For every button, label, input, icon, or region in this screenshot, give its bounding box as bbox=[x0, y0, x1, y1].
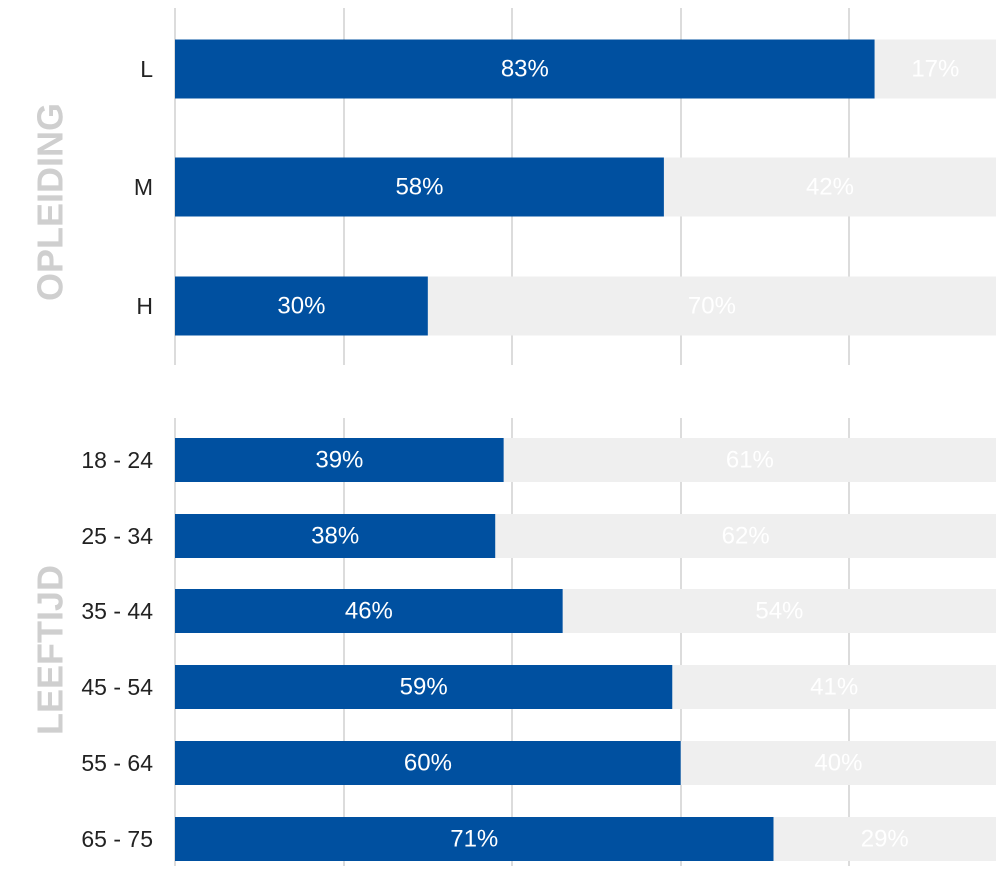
bar-remainder-label: 42% bbox=[806, 174, 854, 201]
bar-primary-label: 59% bbox=[400, 674, 448, 701]
category-label: 18 - 24 bbox=[81, 447, 153, 473]
category-label: M bbox=[134, 174, 153, 200]
bar-primary-label: 46% bbox=[345, 598, 393, 625]
chart-group-1: LEEFTIJD 18 - 24 39% 61% 25 - 34 38% 62% 35 - 4… bbox=[30, 418, 996, 866]
bar-primary-label: 71% bbox=[450, 826, 498, 853]
bar-remainder-label: 54% bbox=[755, 598, 803, 625]
category-label: 65 - 75 bbox=[81, 826, 153, 852]
bar-remainder-label: 29% bbox=[861, 826, 909, 853]
category-label: 45 - 54 bbox=[81, 674, 153, 700]
chart-group-0: OPLEIDING L 83% 17% M 58% 42% H 30% 70% bbox=[30, 8, 996, 365]
category-label: 35 - 44 bbox=[81, 598, 153, 624]
group-title: OPLEIDING bbox=[30, 103, 71, 301]
category-label: 25 - 34 bbox=[81, 523, 153, 549]
bar-primary-label: 30% bbox=[277, 293, 325, 320]
bar-primary-label: 58% bbox=[395, 174, 443, 201]
bar-primary-label: 38% bbox=[311, 523, 359, 550]
bar-remainder-label: 41% bbox=[810, 674, 858, 701]
category-label: L bbox=[140, 56, 153, 82]
bar-remainder-label: 62% bbox=[722, 523, 770, 550]
group-title: LEEFTIJD bbox=[30, 565, 71, 735]
bar-remainder-label: 40% bbox=[814, 750, 862, 777]
bar-remainder-label: 61% bbox=[726, 447, 774, 474]
bar-remainder-label: 17% bbox=[911, 56, 959, 83]
bar-primary-label: 60% bbox=[404, 750, 452, 777]
category-label: 55 - 64 bbox=[81, 750, 153, 776]
bar-remainder-label: 70% bbox=[688, 293, 736, 320]
bar-primary-label: 83% bbox=[501, 56, 549, 83]
bar-primary-label: 39% bbox=[315, 447, 363, 474]
category-label: H bbox=[136, 293, 153, 319]
